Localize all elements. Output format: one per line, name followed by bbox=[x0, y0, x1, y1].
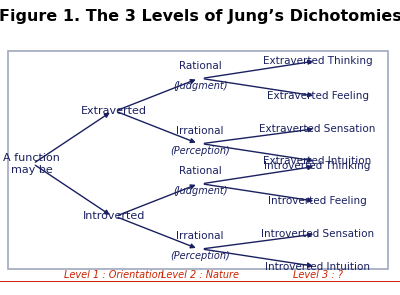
Text: Level 2 : Nature: Level 2 : Nature bbox=[161, 270, 239, 280]
Text: Rational: Rational bbox=[179, 61, 221, 71]
Text: Extraverted Intuition: Extraverted Intuition bbox=[264, 156, 372, 166]
Text: Extraverted Feeling: Extraverted Feeling bbox=[267, 91, 369, 101]
Text: Irrational: Irrational bbox=[176, 232, 224, 241]
Text: Extraverted Thinking: Extraverted Thinking bbox=[263, 56, 372, 66]
Text: Level 1 : Orientation: Level 1 : Orientation bbox=[64, 270, 164, 280]
Text: (Perception): (Perception) bbox=[170, 251, 230, 261]
Text: Introverted Feeling: Introverted Feeling bbox=[268, 196, 367, 206]
Text: A function
may be: A function may be bbox=[3, 153, 60, 175]
Text: (Judgment): (Judgment) bbox=[173, 81, 227, 91]
Text: Introverted: Introverted bbox=[82, 212, 145, 221]
Text: Level 3 : ?: Level 3 : ? bbox=[293, 270, 342, 280]
Text: Introverted Thinking: Introverted Thinking bbox=[264, 161, 371, 171]
Text: Extraverted: Extraverted bbox=[81, 106, 147, 116]
Text: Figure 1. The 3 Levels of Jung’s Dichotomies: Figure 1. The 3 Levels of Jung’s Dichoto… bbox=[0, 9, 400, 24]
Text: Extraverted Sensation: Extraverted Sensation bbox=[260, 124, 376, 134]
Text: (Judgment): (Judgment) bbox=[173, 186, 227, 196]
Text: Introverted Intuition: Introverted Intuition bbox=[265, 262, 370, 271]
Text: Rational: Rational bbox=[179, 166, 221, 176]
Text: Irrational: Irrational bbox=[176, 126, 224, 136]
Text: Introverted Sensation: Introverted Sensation bbox=[261, 229, 374, 239]
Text: (Perception): (Perception) bbox=[170, 146, 230, 156]
